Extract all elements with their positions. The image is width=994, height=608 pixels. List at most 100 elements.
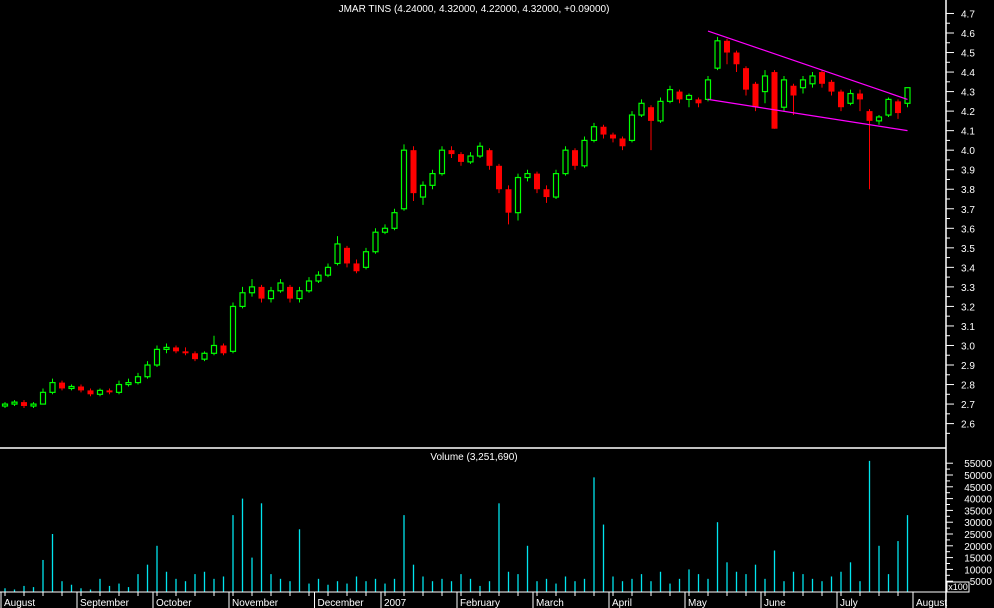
candle-up	[239, 292, 246, 308]
candle-up	[400, 149, 408, 210]
candle-up	[334, 243, 341, 265]
x-tick-label: September	[80, 598, 130, 608]
trendline	[707, 98, 908, 132]
candle-down	[287, 286, 293, 299]
candle-up	[163, 346, 170, 350]
candle-down	[828, 81, 835, 92]
candle-up	[381, 227, 389, 233]
candle-up	[419, 184, 427, 198]
candle-down	[543, 189, 550, 198]
candle-down	[344, 247, 350, 264]
volume-chart-title: Volume (3,251,690)	[430, 452, 517, 463]
x-tick-label: July	[840, 598, 858, 608]
y-tick-label: 2.7	[961, 400, 975, 411]
candle-down	[695, 99, 702, 104]
candle-down	[600, 126, 607, 135]
candle-up	[49, 381, 56, 393]
candle-up	[362, 251, 370, 268]
candle-down	[619, 138, 626, 147]
y-tick-label: 2.6	[961, 420, 975, 431]
y-tick-label: 3.4	[961, 263, 975, 274]
y-tick-label: 4.3	[961, 88, 975, 99]
candle-up	[267, 290, 275, 300]
candle-up	[885, 98, 892, 116]
volume-y-tick-label: 50000	[964, 471, 992, 482]
x-tick-label: February	[460, 598, 500, 608]
candle-down	[258, 286, 265, 299]
candle-up	[904, 87, 911, 104]
volume-y-tick-label: 35000	[964, 506, 992, 517]
y-tick-label: 3.5	[961, 244, 975, 255]
y-tick-label: 3.9	[961, 166, 975, 177]
candle-up	[685, 94, 693, 101]
candle-up	[11, 401, 18, 405]
y-tick-label: 3.2	[961, 302, 975, 313]
volume-y-tick-label: 40000	[964, 495, 992, 506]
candle-up	[552, 173, 560, 198]
candle-down	[771, 72, 778, 129]
candle-down	[486, 150, 493, 166]
candle-up	[657, 100, 664, 122]
candle-up	[153, 348, 161, 366]
candle-down	[724, 40, 730, 53]
candle-up	[666, 89, 674, 102]
y-tick-label: 4.4	[961, 68, 975, 79]
y-tick-label: 4.5	[961, 49, 975, 60]
candle-up	[125, 381, 132, 386]
candle-up	[467, 155, 474, 163]
volume-y-tick-label: 10000	[964, 565, 992, 576]
candle-up	[68, 385, 75, 390]
candle-up	[581, 139, 588, 167]
candle-up	[429, 173, 436, 186]
candle-down	[106, 390, 113, 393]
candle-down	[676, 91, 683, 100]
volume-y-tick-label: 55000	[964, 459, 992, 470]
x-tick-label: 2007	[384, 598, 407, 608]
trendline	[707, 30, 908, 100]
candle-up	[144, 364, 151, 378]
candle-down	[819, 72, 825, 84]
candle-down	[173, 347, 179, 352]
candle-down	[192, 353, 198, 360]
candle-up	[296, 290, 303, 300]
candle-up	[799, 79, 807, 89]
volume-y-tick-label: 20000	[964, 542, 992, 553]
volume-y-tick-label: 15000	[964, 554, 992, 565]
candle-up	[391, 212, 398, 229]
candle-down	[496, 165, 502, 190]
candle-up	[229, 305, 237, 352]
candle-down	[866, 111, 873, 121]
y-tick-label: 2.9	[961, 361, 975, 372]
candle-up	[115, 383, 123, 393]
candle-down	[752, 83, 759, 108]
candle-down	[743, 68, 749, 90]
candle-up	[248, 286, 256, 294]
candle-down	[458, 154, 464, 162]
candle-up	[638, 102, 645, 116]
y-tick-label: 4.7	[961, 9, 975, 20]
candle-up	[305, 280, 313, 292]
candle-up	[277, 282, 284, 292]
candle-up	[761, 75, 769, 93]
candle-up	[372, 231, 379, 253]
candle-down	[857, 93, 863, 100]
candle-up	[514, 176, 522, 214]
candle-up	[847, 92, 854, 104]
volume-y-tick-label: 25000	[964, 530, 992, 541]
y-tick-label: 3.0	[961, 341, 975, 352]
y-tick-label: 4.1	[961, 127, 975, 138]
volume-y-tick-label: 45000	[964, 483, 992, 494]
candle-up	[30, 403, 37, 407]
candle-down	[895, 101, 901, 114]
x-tick-label: August	[916, 598, 947, 608]
candle-down	[505, 189, 512, 213]
candle-up	[315, 274, 322, 282]
candle-down	[572, 150, 578, 166]
candle-down	[87, 390, 94, 395]
y-tick-label: 3.7	[961, 205, 975, 216]
candle-up	[438, 149, 446, 175]
candle-down	[838, 91, 844, 108]
volume-unit-box	[946, 581, 970, 593]
x-tick-label: October	[156, 598, 192, 608]
